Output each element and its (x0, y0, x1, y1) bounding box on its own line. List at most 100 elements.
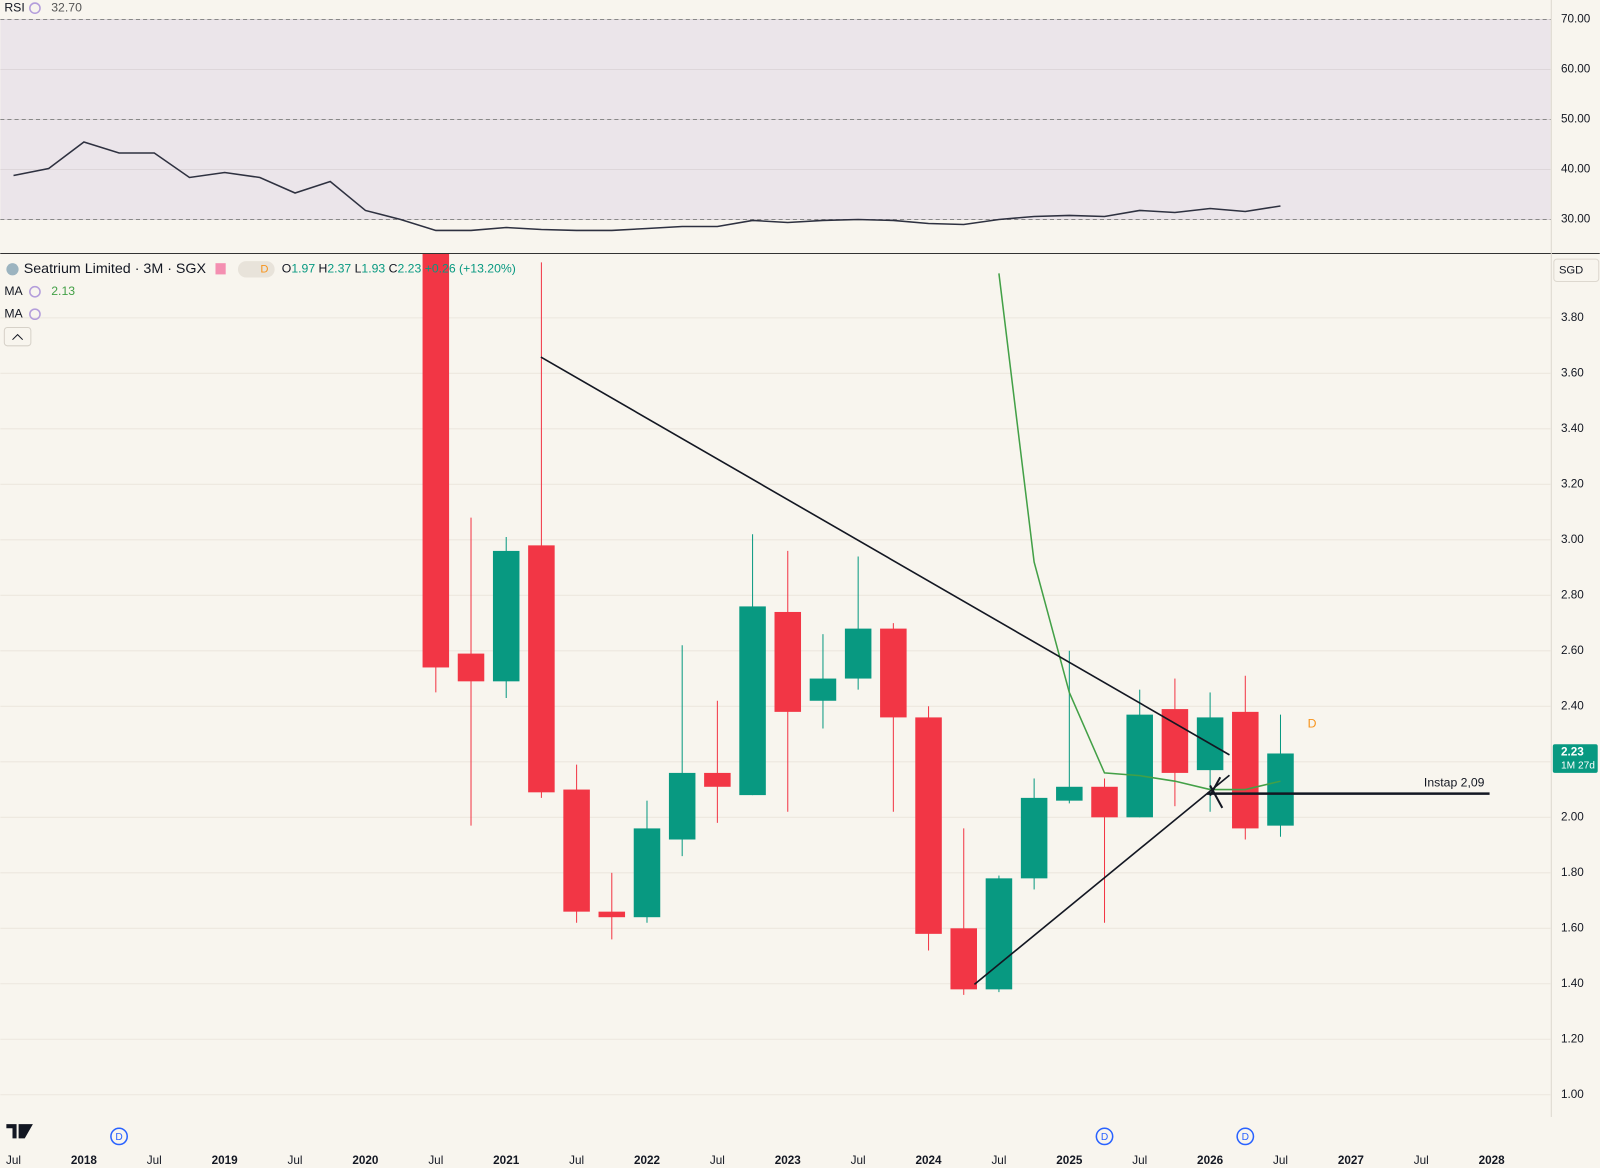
y-tick-label: 2.60 (1561, 644, 1584, 657)
y-tick-label: 3.20 (1561, 477, 1584, 490)
x-tick-label: 2024 (916, 1154, 943, 1167)
candle-body (1267, 753, 1294, 826)
candle-body (950, 928, 977, 990)
y-tick-label: 1.40 (1561, 977, 1584, 990)
y-tick-label: 3.40 (1561, 422, 1584, 435)
dividend-marker (110, 1127, 128, 1146)
icon (29, 308, 41, 321)
x-tick-label: Jul (1273, 1154, 1288, 1167)
x-tick-label: 2020 (352, 1154, 379, 1167)
y-tick-label: 50.00 (1561, 113, 1591, 126)
dividend-flag: D (260, 263, 268, 275)
y-tick-label: 2.00 (1561, 810, 1584, 823)
candle-body (563, 789, 590, 912)
price-value: 2.23 (1561, 746, 1584, 759)
y-tick-label: 1.20 (1561, 1032, 1584, 1045)
x-tick-label: 2023 (775, 1154, 802, 1167)
candle-body (492, 550, 520, 682)
candle-body (1126, 714, 1153, 818)
arrow (1209, 776, 1224, 809)
candle-body (1161, 709, 1189, 773)
y-tick-label: 60.00 (1561, 63, 1591, 76)
ma-line (998, 273, 1281, 791)
trend-line (973, 774, 1230, 986)
x-tick-label: 2028 (1479, 1154, 1506, 1167)
label: C (389, 262, 398, 276)
candle-body (668, 772, 696, 840)
axes: 30.00 40.00 50.00 60.00 70.00 1.00 1.20 1.40 1.6… (6, 13, 1598, 1167)
rsi-value: 32.70 (51, 0, 82, 14)
rsi-title: RSI (4, 0, 24, 14)
symbol-logo (6, 263, 19, 276)
price-pane (0, 254, 1551, 1096)
y-tick-label: 3.60 (1561, 366, 1584, 379)
candle-body (457, 653, 485, 682)
dividend-marker (1236, 1127, 1255, 1146)
x-tick-label: Jul (288, 1154, 303, 1167)
collapse-button[interactable] (3, 326, 32, 347)
value: 2.37 (327, 262, 351, 276)
currency-button[interactable] (1553, 258, 1600, 283)
ohlc: O1.97 H2.37 L1.93 C2.23 +0.26 (+13.20%) (282, 262, 516, 276)
legend: RSI 32.70 Seatrium Limited · 3M · SGX D … (3, 0, 1600, 1139)
x-tick-label: Jul (1414, 1154, 1429, 1167)
countdown: 1M 27d (1561, 760, 1595, 771)
symbol-title: Seatrium Limited · 3M · SGX (24, 261, 207, 277)
y-tick-label: 2.40 (1561, 699, 1584, 712)
icon (29, 2, 41, 15)
candle-body (1056, 786, 1083, 801)
x-tick-label: 2027 (1338, 1154, 1364, 1167)
upcoming-dividend: D (1308, 716, 1317, 730)
x-tick-label: 2018 (71, 1154, 98, 1167)
price-label (1552, 744, 1598, 773)
label: H (319, 262, 328, 276)
y-tick-label: 2.80 (1561, 588, 1584, 601)
dividend-marker (1095, 1127, 1114, 1146)
x-tick-label: Jul (6, 1154, 21, 1167)
candle-body (739, 606, 766, 796)
label: L (355, 262, 362, 276)
x-tick-label: 2022 (634, 1154, 661, 1167)
change: +0.26 (+13.20%) (425, 262, 516, 276)
candle-body (809, 678, 837, 701)
x-tick-label: 2021 (493, 1154, 520, 1167)
candle-body (774, 611, 802, 712)
rsi-pane (0, 18, 1551, 232)
x-tick-label: Jul (147, 1154, 162, 1167)
x-tick-label: Jul (428, 1154, 443, 1167)
chevron (12, 333, 24, 341)
value: 2.23 (397, 262, 421, 276)
candle-body (1091, 786, 1118, 818)
candle-body (598, 911, 626, 918)
value: 1.93 (361, 262, 385, 276)
y-tick-label: 1.60 (1561, 921, 1584, 934)
candle-body (880, 628, 907, 718)
x-tick-label: Jul (851, 1154, 866, 1167)
annotation: Instap 2,09 (1424, 776, 1485, 790)
rsi-line (13, 141, 1281, 232)
pill (237, 261, 275, 278)
x-tick-label: 2026 (1197, 1154, 1224, 1167)
ma-name: MA (4, 284, 23, 298)
y-tick-label: 3.00 (1561, 533, 1584, 546)
candle-body (422, 254, 450, 668)
candle-body (633, 828, 661, 918)
tv-logo (6, 1124, 33, 1139)
currency: SGD (1559, 264, 1583, 276)
candle-body (1020, 797, 1048, 879)
candle-body (915, 717, 942, 934)
y-tick-label: 30.00 (1561, 213, 1591, 226)
y-tick-label: 40.00 (1561, 163, 1591, 176)
x-tick-label: Jul (710, 1154, 725, 1167)
x-tick-label: 2025 (1056, 1154, 1083, 1167)
y-tick-label: 70.00 (1561, 13, 1591, 26)
candle-body (1232, 711, 1259, 829)
trend-line (540, 356, 1230, 756)
y-tick-label: 1.80 (1561, 866, 1584, 879)
x-tick-label: 2019 (212, 1154, 239, 1167)
icon (29, 285, 41, 298)
y-tick-label: 1.00 (1561, 1088, 1584, 1101)
dividend-label: D (1101, 1132, 1108, 1143)
label: O (282, 262, 292, 276)
